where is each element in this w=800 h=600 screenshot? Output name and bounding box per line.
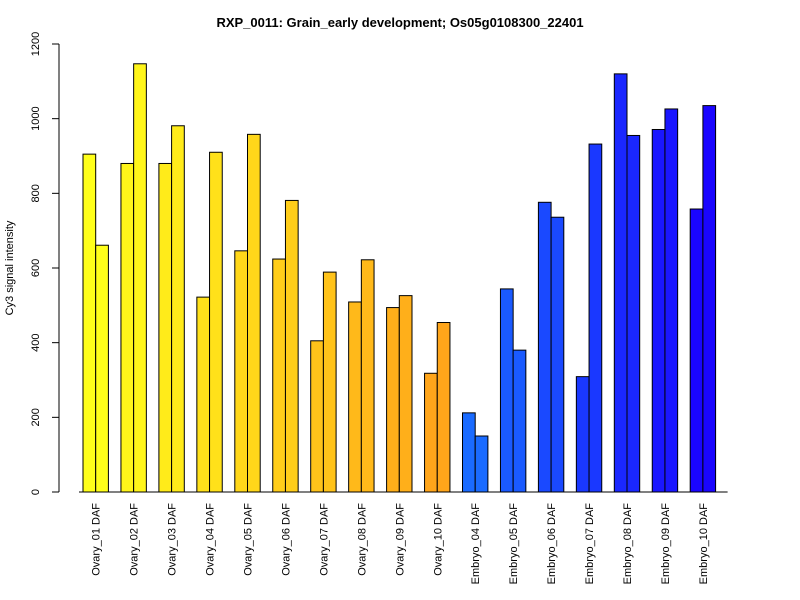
x-tick-label: Ovary_04 DAF xyxy=(205,503,217,576)
bar-2-ovary-09-daf xyxy=(398,295,413,493)
x-tick-label: Ovary_06 DAF xyxy=(280,503,292,576)
bar-2-ovary-01-daf xyxy=(95,244,109,493)
bar-1-ovary-09-daf xyxy=(386,307,400,493)
bar-2-embryo-06-daf xyxy=(550,216,565,493)
bar-2-ovary-08-daf xyxy=(360,259,375,493)
bar-1-ovary-04-daf xyxy=(196,296,211,493)
y-axis-label: Cy3 signal intensity xyxy=(4,220,16,315)
y-axis: 0 200 400 600 800 1000 1200 xyxy=(30,32,60,495)
x-tick-label: Ovary_10 DAF xyxy=(432,503,444,576)
x-tick-label: Embryo_07 DAF xyxy=(584,503,596,585)
bars-group xyxy=(82,63,717,493)
y-tick-label: 0 xyxy=(30,489,42,495)
x-tick-label: Embryo_06 DAF xyxy=(546,503,558,585)
bar-1-embryo-10-daf xyxy=(689,208,704,493)
bar-1-embryo-09-daf xyxy=(651,128,666,493)
bar-1-ovary-02-daf xyxy=(120,162,135,493)
bar-2-embryo-04-daf xyxy=(474,435,489,493)
bar-1-ovary-07-daf xyxy=(310,340,324,493)
bar-1-ovary-03-daf xyxy=(158,162,173,493)
x-tick-label: Ovary_03 DAF xyxy=(167,503,179,576)
bar-1-ovary-06-daf xyxy=(272,258,286,493)
y-tick-label: 1000 xyxy=(30,106,42,130)
bar-2-embryo-05-daf xyxy=(512,349,527,493)
x-tick-label: Embryo_10 DAF xyxy=(698,503,710,585)
bar-1-ovary-01-daf xyxy=(82,153,97,493)
x-tick-label: Ovary_01 DAF xyxy=(91,503,103,576)
y-tick-label: 1200 xyxy=(30,32,42,56)
bar-2-embryo-07-daf xyxy=(588,143,603,493)
bar-1-embryo-05-daf xyxy=(499,288,514,493)
bar-1-ovary-05-daf xyxy=(234,250,249,493)
y-tick-label: 200 xyxy=(30,408,42,426)
bar-1-embryo-06-daf xyxy=(537,201,552,493)
bar-2-ovary-10-daf xyxy=(436,322,451,493)
bar-1-ovary-08-daf xyxy=(348,301,362,493)
bar-1-ovary-10-daf xyxy=(424,372,438,493)
x-axis: Ovary_01 DAF Ovary_02 DAF Ovary_03 DAF Ovar… xyxy=(79,491,728,585)
bar-2-embryo-09-daf xyxy=(664,108,679,493)
x-tick-label: Embryo_05 DAF xyxy=(508,503,520,585)
y-tick-label: 800 xyxy=(30,184,42,202)
y-tick-label: 600 xyxy=(30,259,42,277)
x-tick-label: Embryo_08 DAF xyxy=(622,503,634,585)
bar-2-ovary-06-daf xyxy=(284,199,299,493)
bar-2-embryo-08-daf xyxy=(626,134,641,493)
x-tick-label: Ovary_07 DAF xyxy=(318,503,330,576)
bar-2-ovary-03-daf xyxy=(171,125,185,493)
x-tick-label: Ovary_05 DAF xyxy=(243,503,255,576)
y-tick-label: 400 xyxy=(30,333,42,351)
x-tick-label: Ovary_02 DAF xyxy=(129,503,141,576)
x-tick-label: Embryo_09 DAF xyxy=(660,503,672,585)
bar-1-embryo-07-daf xyxy=(575,376,590,493)
chart-title: RXP_0011: Grain_early development; Os05g… xyxy=(216,15,583,30)
bar-2-ovary-07-daf xyxy=(322,271,337,493)
bar-2-ovary-04-daf xyxy=(209,151,223,493)
x-tick-label: Ovary_08 DAF xyxy=(356,503,368,576)
bar-2-embryo-10-daf xyxy=(702,105,717,493)
bar-2-ovary-05-daf xyxy=(247,133,261,493)
x-tick-label: Embryo_04 DAF xyxy=(470,503,482,585)
x-tick-label: Ovary_09 DAF xyxy=(394,503,406,576)
bar-1-embryo-08-daf xyxy=(613,73,628,493)
bar-1-embryo-04-daf xyxy=(462,412,476,493)
bar-2-ovary-02-daf xyxy=(133,63,147,493)
